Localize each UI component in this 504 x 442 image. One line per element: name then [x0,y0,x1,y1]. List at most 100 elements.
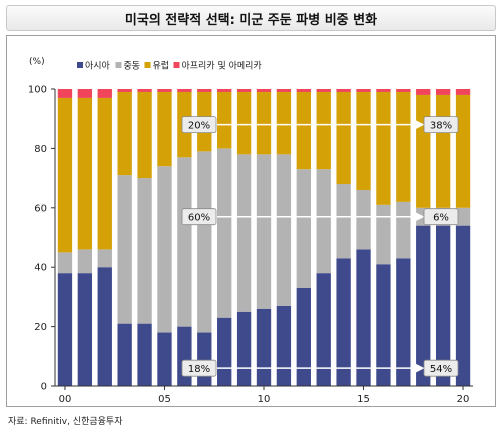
source-note: 자료: Refinitiv, 신한금융투자 [8,417,123,427]
bar-segment [137,89,152,92]
bar-segment [396,258,411,386]
bar-segment [97,97,112,250]
y-tick-label: 40 [34,263,47,274]
x-tick-label: 15 [357,394,370,405]
annotation-from-label: 18% [188,364,210,375]
y-tick-label: 60 [34,203,47,214]
annotation-box [423,359,459,377]
bar-segment [356,249,371,386]
bar-segment [177,157,192,327]
bar-segment [376,264,391,386]
bar-segment [197,332,212,386]
x-tick-label: 00 [59,394,72,405]
y-tick-label: 100 [28,85,47,96]
bar-segment [137,178,152,324]
chart-title-bar: 미국의 전략적 선택: 미군 주둔 파병 비중 변화 [6,5,496,31]
bar-segment [217,148,232,318]
bar-segment [137,91,152,179]
bar-segment [455,207,471,226]
bar-segment [197,151,212,333]
legend-label: 아시아 [85,61,111,72]
bar-segment [157,166,172,333]
stacked-bar-chart: (%) 아시아 중동 유럽 아프리카 및 아메리카 0 20 40 60 80 100 00 05… [28,57,473,405]
bars [57,89,471,386]
bar-segment [97,89,112,98]
bar-segment [455,225,471,386]
bar-segment [356,189,371,250]
bar-segment [117,323,132,386]
x-tick-label: 20 [457,394,470,405]
bar-segment [296,91,311,170]
annotation-box [181,116,217,134]
bar-segment [157,89,172,92]
bar-segment [376,204,391,265]
bar-segment [236,89,252,92]
bar-segment [276,91,292,155]
chart-title: 미국의 전략적 선택: 미군 주둔 파병 비중 변화 [124,12,378,28]
bar-segment [316,273,331,386]
y-tick-label: 0 [41,382,47,393]
bar-segment [356,91,371,190]
bar-segment [455,94,471,208]
bar-segment [57,273,73,386]
legend-label: 중동 [124,61,141,72]
bar-segment [57,252,73,274]
bar-segment [97,249,112,268]
bar-segment [276,89,292,92]
annotation-box [181,208,217,226]
annotation-to-label: 54% [430,364,452,375]
bar-segment [256,89,272,92]
legend-swatch [173,62,180,68]
bar-segment [416,89,431,95]
bar-segment [236,91,252,155]
bar-segment [236,311,252,386]
bar-segment [416,94,431,208]
y-tick-label: 80 [34,144,47,155]
bar-segment [217,91,232,149]
bar-segment [77,97,93,250]
annotation-box [181,359,217,377]
bar-segment [356,89,371,92]
bar-segment [435,225,451,386]
bar-segment [316,169,331,274]
legend: 아시아 중동 유럽 아프리카 및 아메리카 [77,60,262,72]
bar-segment [376,89,391,92]
annotation-from-label: 60% [188,213,210,224]
bar-segment [57,97,73,253]
bar-segment [296,169,311,288]
x-axis: 00 05 10 15 20 [55,385,473,405]
bar-segment [236,154,252,312]
annotation-from-label: 20% [188,121,210,132]
x-tick-label: 10 [258,394,271,405]
legend-label: 아프리카 및 아메리카 [182,60,262,72]
bar-segment [316,89,331,92]
bar-segment [77,273,93,386]
bar-segment [256,154,272,309]
bar-segment [256,91,272,155]
legend-swatch [115,62,122,68]
bar-segment [376,91,391,205]
bar-segment [177,89,192,92]
bar-segment [217,317,232,386]
bar-segment [296,287,311,386]
bar-segment [336,91,351,185]
bar-segment [276,154,292,306]
bar-segment [435,89,451,95]
bar-segment [77,89,93,98]
legend-label: 유럽 [153,61,170,72]
annotations: 20% 38% 60% 6% 18% 54% [181,116,459,377]
bar-segment [117,89,132,92]
bar-segment [217,89,232,92]
bar-segment [137,323,152,386]
bar-segment [455,89,471,95]
annotation-to-label: 6% [433,213,449,224]
bar-segment [336,184,351,259]
bar-segment [77,249,93,274]
bar-segment [396,91,411,202]
bar-segment [97,267,112,386]
bar-segment [435,94,451,208]
bar-segment [336,89,351,92]
bar-segment [296,89,311,92]
y-axis: 0 20 40 60 80 100 [28,85,56,393]
bar-segment [157,91,172,167]
